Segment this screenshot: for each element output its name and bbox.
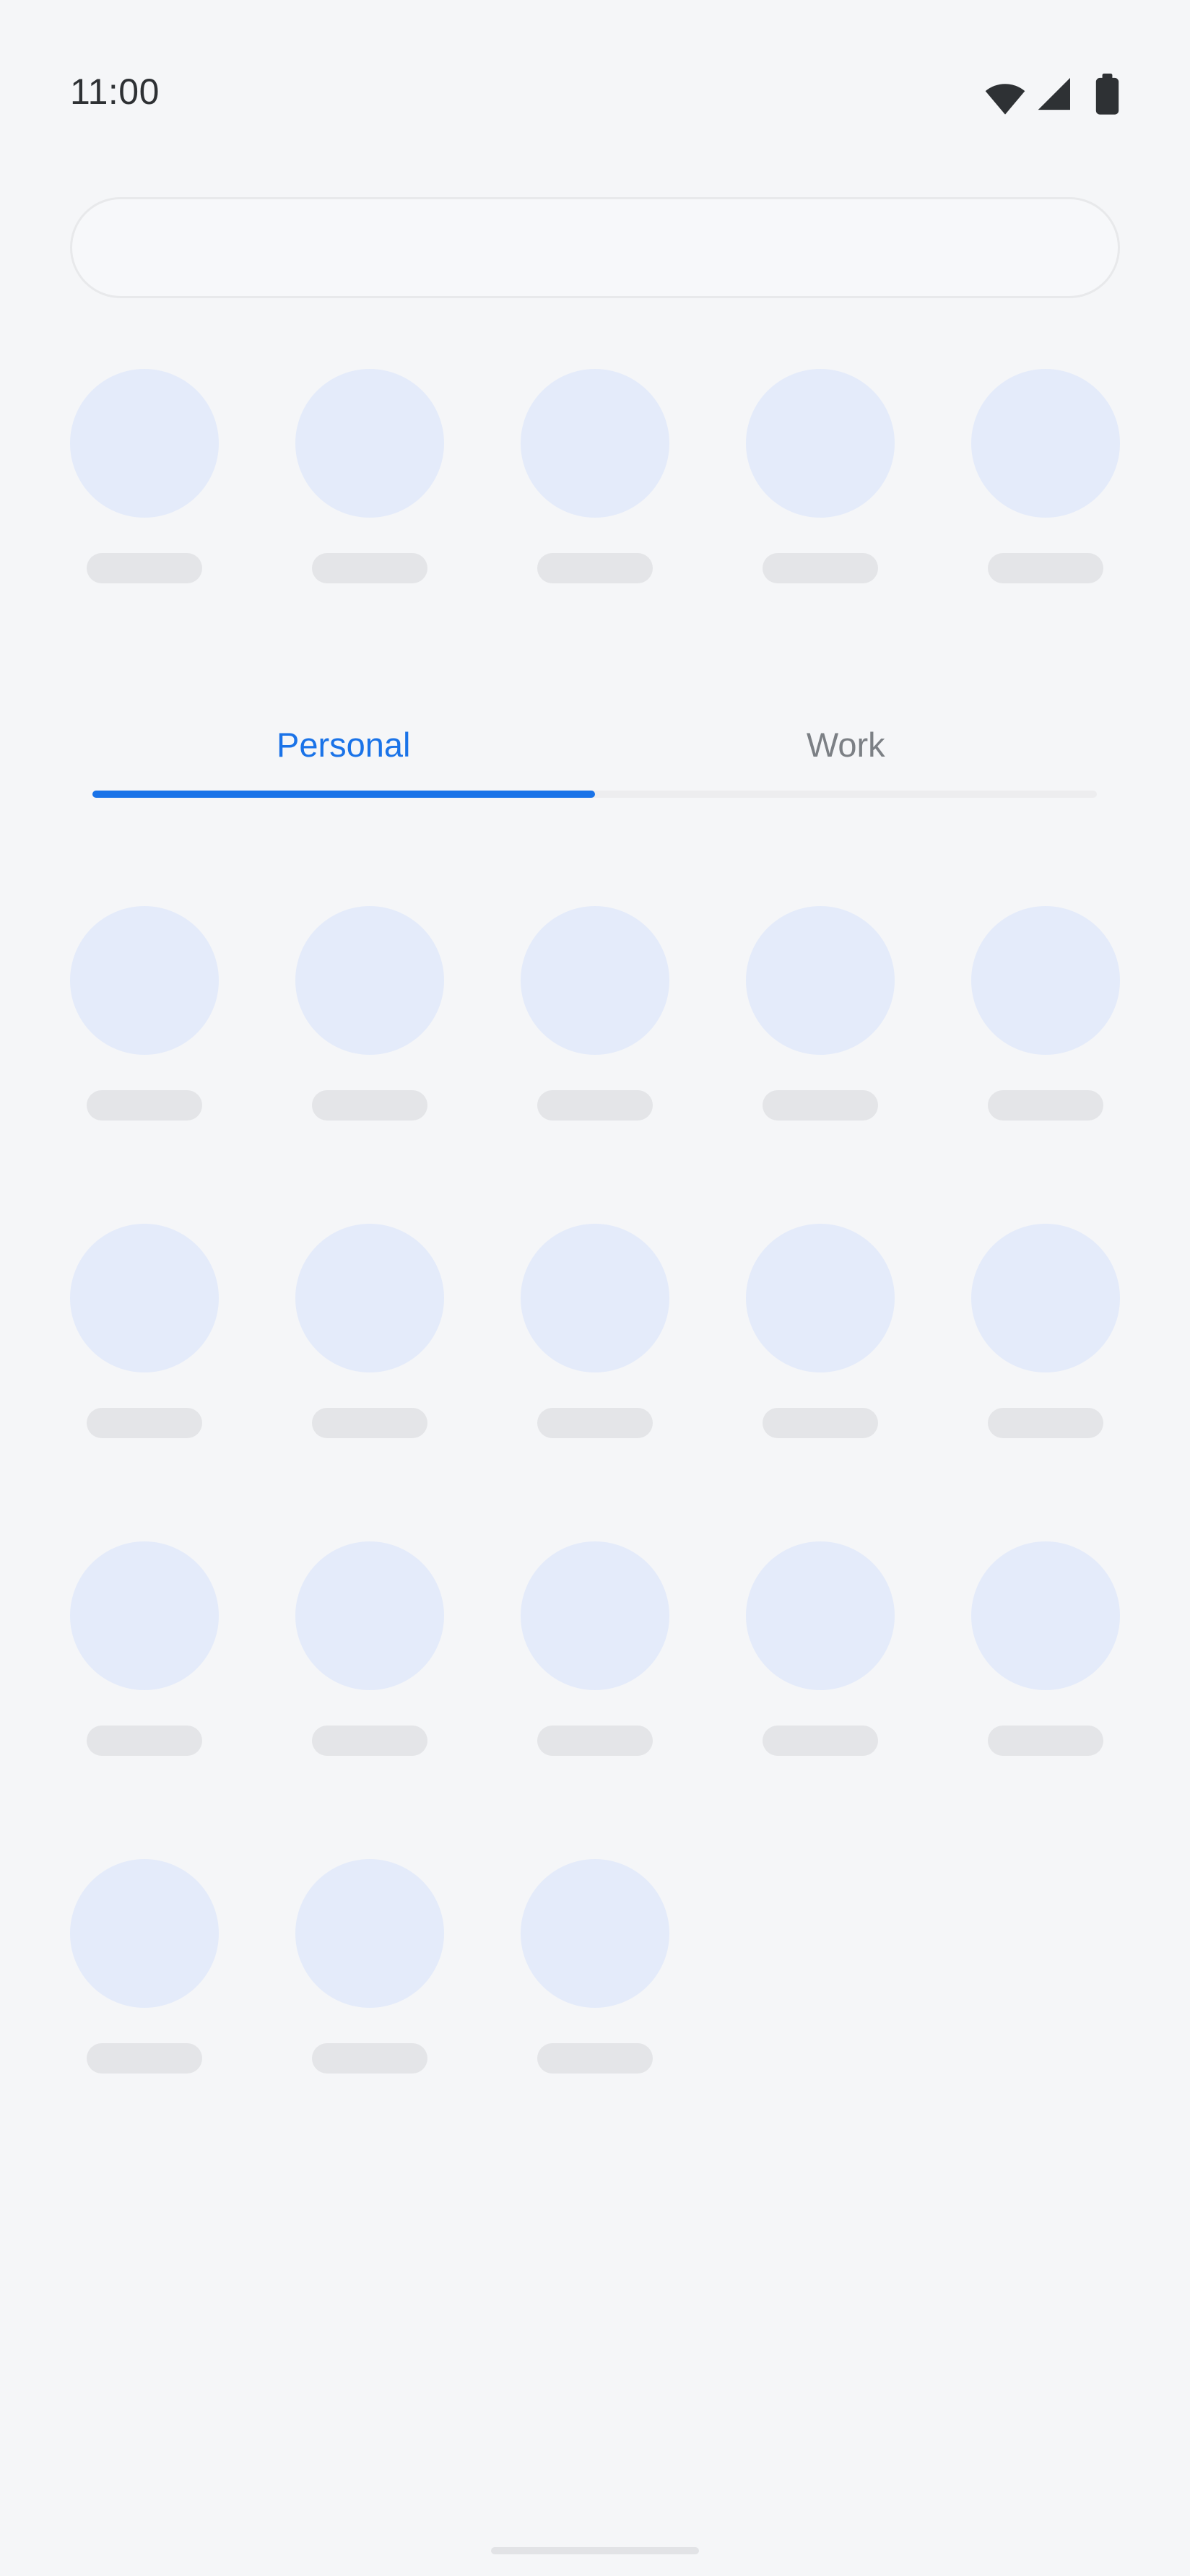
app-icon-placeholder	[295, 906, 444, 1055]
app-icon-placeholder	[971, 906, 1120, 1055]
app-icon-placeholder-item[interactable]	[971, 1541, 1120, 1756]
app-label-placeholder	[763, 1408, 878, 1438]
status-bar: 11:00	[0, 0, 1190, 152]
status-icons	[981, 72, 1121, 116]
app-icon-placeholder	[521, 369, 669, 518]
app-icon-placeholder	[971, 369, 1120, 518]
app-grid-row	[70, 1541, 1120, 1756]
tab-personal[interactable]: Personal	[277, 726, 411, 764]
app-icon-placeholder-item[interactable]	[70, 1224, 219, 1438]
app-icon-placeholder-item[interactable]	[971, 369, 1120, 583]
app-label-placeholder	[87, 2043, 202, 2074]
app-icon-placeholder	[746, 369, 895, 518]
app-icon-placeholder-item[interactable]	[70, 1541, 219, 1756]
app-label-placeholder	[87, 1408, 202, 1438]
app-icon-placeholder	[70, 1224, 219, 1372]
home-gesture-bar[interactable]	[491, 2547, 699, 2554]
app-grid-row	[70, 906, 1120, 1121]
app-icon-placeholder-item[interactable]	[521, 369, 669, 583]
app-icon-placeholder-item[interactable]	[746, 369, 895, 583]
app-icon-placeholder	[971, 1541, 1120, 1690]
app-icon-placeholder	[70, 1859, 219, 2008]
app-label-placeholder	[988, 1726, 1103, 1756]
app-label-placeholder	[537, 1726, 653, 1756]
app-label-placeholder	[312, 1726, 427, 1756]
app-label-placeholder	[988, 1090, 1103, 1121]
app-icon-placeholder	[70, 906, 219, 1055]
app-icon-placeholder	[521, 906, 669, 1055]
app-label-placeholder	[312, 2043, 427, 2074]
app-icon-placeholder-item[interactable]	[521, 1859, 669, 2074]
tab-track	[92, 791, 1097, 798]
app-icon-placeholder-item[interactable]	[295, 1541, 444, 1756]
app-icon-placeholder	[746, 1224, 895, 1372]
app-icon-placeholder	[295, 1859, 444, 2008]
suggestions-row	[70, 369, 1120, 583]
app-label-placeholder	[537, 553, 653, 583]
app-icon-placeholder	[971, 1224, 1120, 1372]
app-label-placeholder	[87, 1090, 202, 1121]
app-icon-placeholder	[746, 906, 895, 1055]
app-label-placeholder	[763, 1726, 878, 1756]
app-icon-placeholder-item[interactable]	[70, 906, 219, 1121]
app-icon-placeholder-item[interactable]	[746, 906, 895, 1121]
app-icon-placeholder	[521, 1859, 669, 2008]
tab-labels: Personal Work	[92, 711, 1097, 779]
app-grid-row	[70, 1224, 1120, 1438]
status-time: 11:00	[70, 71, 160, 112]
app-icon-placeholder	[746, 1541, 895, 1690]
app-icon-placeholder-item[interactable]	[971, 906, 1120, 1121]
battery-icon	[1075, 72, 1121, 116]
app-label-placeholder	[537, 1090, 653, 1121]
profile-tabs: Personal Work	[92, 711, 1097, 798]
app-label-placeholder	[537, 1408, 653, 1438]
app-icon-placeholder-item[interactable]	[521, 1224, 669, 1438]
app-label-placeholder	[537, 2043, 653, 2074]
cellular-signal-icon	[1030, 74, 1075, 114]
app-label-placeholder	[988, 553, 1103, 583]
app-label-placeholder	[763, 1090, 878, 1121]
app-icon-placeholder	[70, 369, 219, 518]
app-label-placeholder	[312, 553, 427, 583]
app-icon-placeholder-item[interactable]	[295, 1859, 444, 2074]
app-grid-row	[70, 1859, 1120, 2074]
app-icon-placeholder	[295, 1224, 444, 1372]
app-icon-placeholder	[295, 1541, 444, 1690]
app-icon-placeholder-item[interactable]	[971, 1224, 1120, 1438]
app-icon-placeholder-item[interactable]	[521, 1541, 669, 1756]
app-label-placeholder	[763, 553, 878, 583]
app-label-placeholder	[87, 553, 202, 583]
app-label-placeholder	[312, 1090, 427, 1121]
search-input[interactable]	[72, 199, 1118, 296]
app-icon-placeholder	[70, 1541, 219, 1690]
app-icon-placeholder	[295, 369, 444, 518]
app-icon-placeholder-item[interactable]	[70, 1859, 219, 2074]
app-icon-placeholder-item[interactable]	[295, 1224, 444, 1438]
app-icon-placeholder-item[interactable]	[295, 906, 444, 1121]
app-icon-placeholder	[521, 1224, 669, 1372]
app-label-placeholder	[988, 1408, 1103, 1438]
app-icon-placeholder-item[interactable]	[521, 906, 669, 1121]
app-grid	[70, 906, 1120, 2177]
wifi-icon	[981, 72, 1030, 116]
active-tab-indicator	[92, 791, 595, 798]
app-icon-placeholder	[521, 1541, 669, 1690]
app-icon-placeholder-item[interactable]	[295, 369, 444, 583]
search-bar[interactable]	[70, 197, 1120, 298]
app-icon-placeholder-item[interactable]	[746, 1224, 895, 1438]
app-label-placeholder	[87, 1726, 202, 1756]
tab-work[interactable]: Work	[806, 726, 885, 764]
app-label-placeholder	[312, 1408, 427, 1438]
app-icon-placeholder-item[interactable]	[70, 369, 219, 583]
app-icon-placeholder-item[interactable]	[746, 1541, 895, 1756]
